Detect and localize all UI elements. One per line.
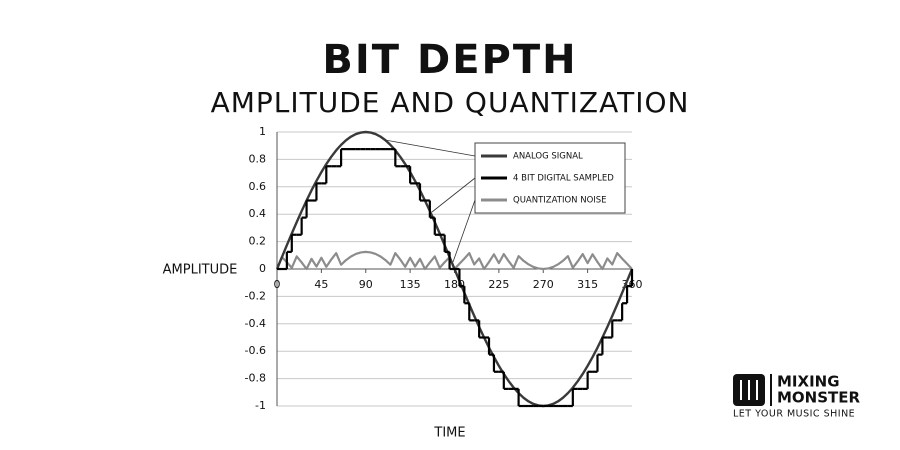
y-tick-label: 0.8 — [249, 152, 267, 165]
x-tick-label: 90 — [359, 278, 373, 291]
chart-title: BIT DEPTH — [322, 37, 577, 83]
leader-line — [431, 177, 476, 213]
y-tick-label: -0.4 — [245, 317, 266, 330]
x-axis-label: TIME — [433, 426, 465, 441]
x-tick-label: 45 — [314, 278, 328, 291]
legend-label: ANALOG SIGNAL — [513, 152, 583, 162]
leader-line — [384, 139, 476, 157]
x-tick-label: 135 — [400, 278, 421, 291]
x-tick-label: 0 — [274, 278, 281, 291]
chart-subtitle: AMPLITUDE AND QUANTIZATION — [211, 86, 690, 119]
y-tick-label: 0.6 — [249, 180, 267, 193]
brand-tagline: LET YOUR MUSIC SHINE — [733, 409, 855, 420]
y-tick-label: -0.6 — [245, 344, 266, 357]
y-axis-label: AMPLITUDE — [163, 263, 238, 278]
legend-label: QUANTIZATION NOISE — [513, 196, 607, 206]
y-tick-label: 0.2 — [249, 235, 267, 248]
brand-name: MIXING — [777, 373, 840, 391]
y-tick-label: -1 — [255, 399, 266, 412]
legend-label: 4 BIT DIGITAL SAMPLED — [513, 174, 614, 184]
y-tick-label: -0.8 — [245, 372, 266, 385]
x-tick-label: 270 — [533, 278, 554, 291]
brand-logo: MIXING MONSTER LET YOUR MUSIC SHINE — [733, 373, 861, 420]
y-tick-label: 0 — [259, 262, 266, 275]
leader-line — [452, 199, 476, 263]
y-tick-label: -0.2 — [245, 289, 266, 302]
x-tick-label: 315 — [577, 278, 598, 291]
digital-series — [277, 148, 634, 408]
y-tick-label: 0.4 — [249, 207, 267, 220]
x-tick-label: 225 — [488, 278, 509, 291]
y-tick-label: 1 — [259, 125, 266, 138]
brand-name: MONSTER — [777, 389, 861, 407]
